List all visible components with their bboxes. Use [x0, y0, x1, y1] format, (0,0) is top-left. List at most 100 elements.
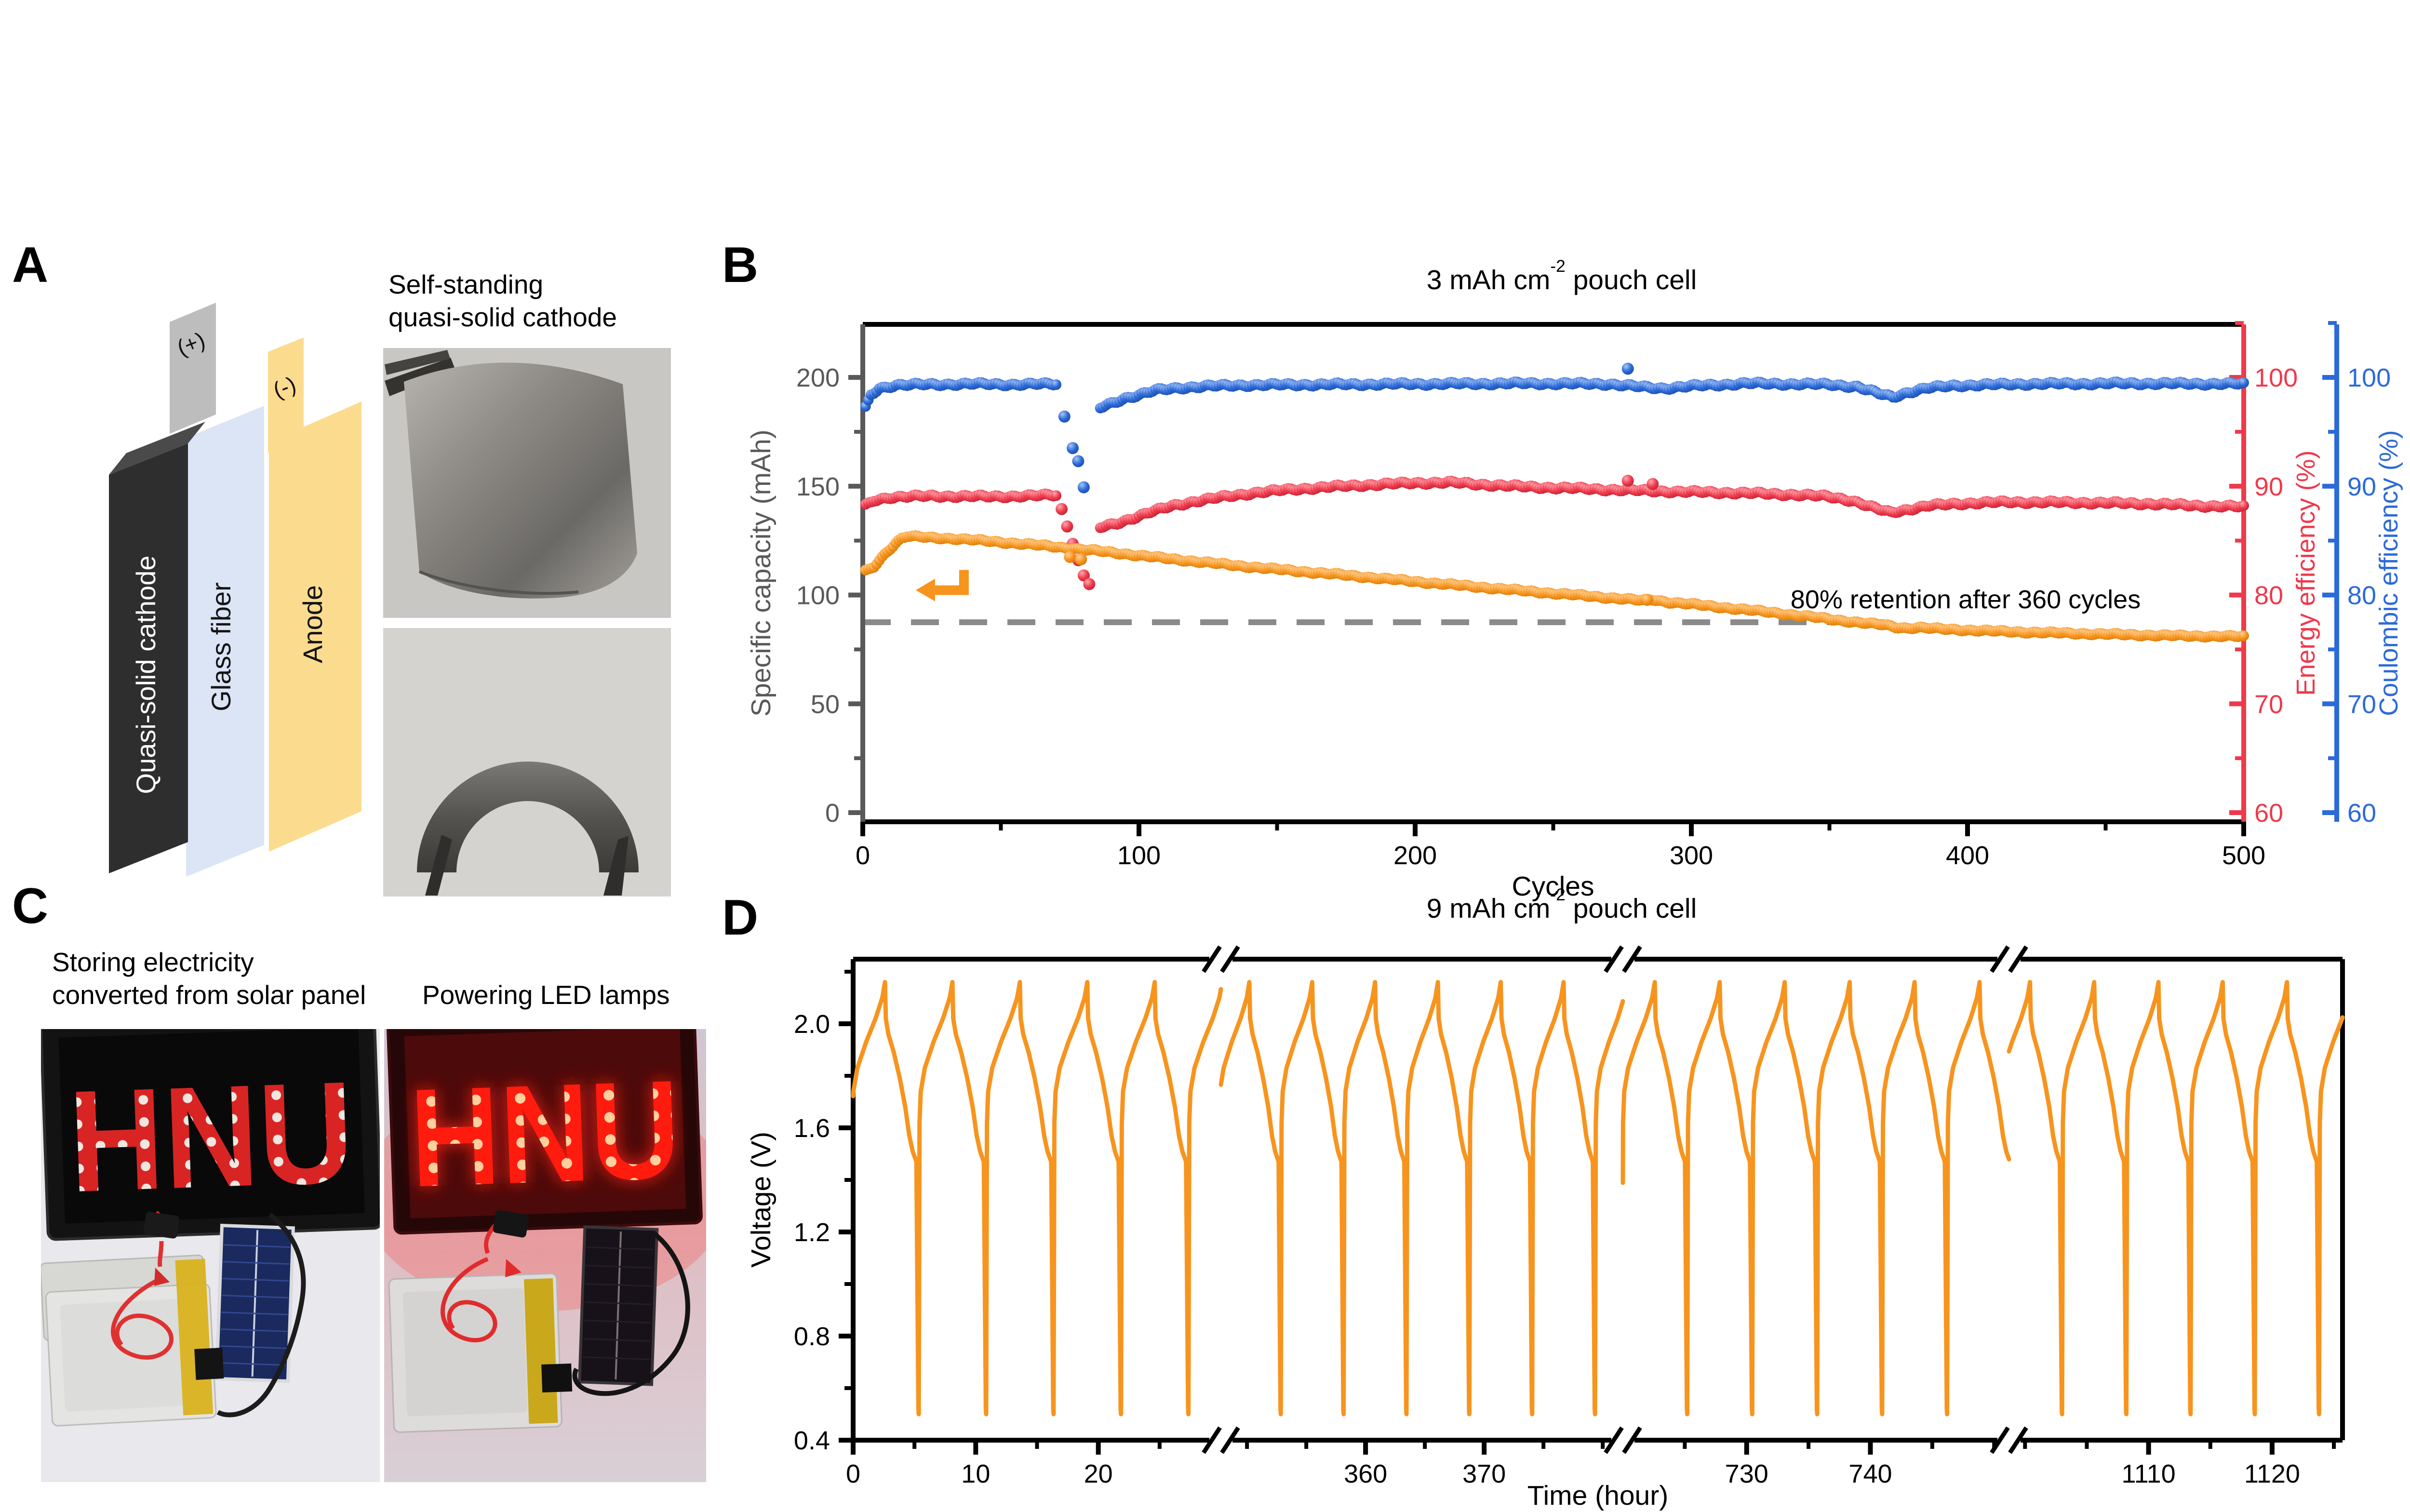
d-x-tick-label: 360	[1344, 1459, 1387, 1488]
kapton-tape	[523, 1278, 558, 1424]
d-y-tick-label: 0.4	[794, 1426, 830, 1455]
b-yleft-tick-label: 100	[796, 581, 840, 610]
d-x-tick-label: 730	[1725, 1459, 1768, 1488]
b-red-tick-label: 90	[2254, 472, 2283, 501]
panel-c-left-caption: Storing electricity converted from solar…	[52, 947, 366, 1010]
panel-d-chart-title: 9 mAh cm-2 pouch cell	[1426, 885, 1697, 924]
anode-layer-label: Anode	[297, 585, 328, 663]
wires	[441, 1210, 690, 1396]
led-powering-photo: HNU HNU	[384, 1029, 706, 1482]
b-outlier-point	[1621, 474, 1634, 487]
b-outlier-point	[1647, 478, 1659, 490]
d-x-tick-label: 0	[846, 1459, 860, 1488]
d-axis-break-icon	[1604, 1426, 1624, 1454]
b-x-tick-label: 400	[1946, 841, 1989, 870]
b-outlier-point	[1056, 503, 1068, 515]
b-left-axis-arrow-head	[915, 578, 935, 602]
solar-panel	[214, 1223, 295, 1383]
d-axis-break-icon	[1990, 945, 2010, 973]
b-red-tick-label: 70	[2254, 690, 2283, 719]
led-sign-text: HNU	[66, 1051, 356, 1222]
led-sign-off: HNU	[41, 1029, 380, 1241]
alligator-clip	[505, 1259, 522, 1277]
panel-b-chart-title: 3 mAh cm-2 pouch cell	[1426, 257, 1697, 295]
b-x-axis-title: Cycles	[1512, 871, 1594, 902]
positive-tab	[170, 303, 216, 434]
b-blue-tick-label: 60	[2347, 799, 2376, 828]
d-x-tick-label: 10	[961, 1459, 990, 1488]
negative-tab	[268, 337, 304, 453]
pouch-cells	[41, 1254, 224, 1427]
d-axis-break-icon	[1622, 1426, 1642, 1454]
b-x-tick-label: 0	[856, 841, 870, 870]
d-x-tick-label: 370	[1462, 1459, 1506, 1488]
b-outlier-point	[1064, 550, 1076, 563]
b-outlier-point	[1077, 569, 1090, 582]
panel-a-label: A	[12, 237, 49, 293]
alligator-clip	[154, 1268, 170, 1286]
b-data-point	[2238, 377, 2249, 388]
b-outlier-point	[1621, 362, 1634, 375]
glass-fiber-layer-label: Glass fiber	[206, 582, 236, 711]
tab-connector	[194, 1348, 224, 1380]
panel-b-chart: 0 50 100 150 200 0 100 200 300 400 500 60 70 80 90 100 6…	[746, 321, 2403, 902]
b-outlier-point	[1061, 520, 1073, 533]
panel-a-photo-caption: Self-standing quasi-solid cathode	[388, 269, 617, 332]
switch	[144, 1212, 179, 1239]
b-x-tick-label: 500	[2222, 841, 2265, 870]
d-axis-break-icon	[1220, 1426, 1240, 1454]
cathode-layer	[109, 443, 188, 873]
b-outlier-point	[1077, 481, 1090, 494]
d-axis-break-icon	[2008, 945, 2028, 973]
d-x-tick-label: 1120	[2244, 1459, 2300, 1488]
d-x-tick-label: 20	[1084, 1459, 1113, 1488]
b-red-tick-label: 60	[2254, 799, 2283, 828]
b-x-tick-label: 200	[1393, 841, 1437, 870]
b-x-tick-label: 100	[1117, 841, 1161, 870]
anode-layer	[269, 401, 362, 852]
switch	[493, 1210, 529, 1238]
b-data-point	[2238, 500, 2249, 511]
d-x-tick-label: 1110	[2122, 1459, 2176, 1488]
panel-a-schematic: (+) (-) Quasi-solid cathode Glass fiber …	[109, 303, 671, 896]
b-blue-tick-label: 90	[2347, 472, 2376, 501]
cathode-layer-label: Quasi-solid cathode	[131, 556, 161, 794]
solar-charging-photo: HNU	[41, 1029, 380, 1482]
d-y-axis-title: Voltage (V)	[746, 1132, 777, 1268]
d-voltage-curve-segment	[851, 980, 1223, 1417]
tab-connector	[541, 1363, 573, 1392]
b-outlier-point	[1072, 455, 1084, 468]
tweezers-icon	[603, 836, 629, 896]
wires	[111, 1211, 306, 1418]
b-blue-tick-label: 70	[2347, 690, 2376, 719]
b-yright-red-axis-title: Energy efficiency (%)	[2291, 450, 2320, 696]
b-yleft-tick-label: 150	[796, 472, 840, 501]
d-axis-break-icon	[1604, 945, 1624, 973]
b-blue-tick-label: 100	[2347, 363, 2391, 392]
b-x-tick-label: 300	[1670, 841, 1713, 870]
b-retention-annotation: 80% retention after 360 cycles	[1791, 585, 2141, 614]
d-y-tick-label: 1.2	[794, 1218, 830, 1247]
d-axis-break-icon	[1202, 945, 1222, 973]
panel-d-label: D	[722, 890, 759, 946]
svg-text:HNU: HNU	[407, 1051, 683, 1216]
led-sign-text: HNU	[407, 1051, 683, 1216]
d-axis-break-icon	[1220, 945, 1240, 973]
b-red-tick-label: 100	[2254, 363, 2298, 392]
panel-b-label: B	[722, 237, 759, 293]
b-outlier-point	[1058, 410, 1071, 423]
b-data-point	[1051, 490, 1062, 501]
d-voltage-curve-segment	[1620, 980, 2011, 1417]
d-x-axis-title: Time (hour)	[1527, 1480, 1668, 1511]
b-data-point	[2238, 630, 2249, 641]
d-y-tick-label: 2.0	[794, 1010, 830, 1039]
b-outlier-point	[1641, 593, 1653, 606]
d-voltage-curve-segment	[1218, 980, 1625, 1417]
pouch-cell	[388, 1272, 573, 1433]
b-yleft-axis-title: Specific capacity (mAh)	[746, 429, 777, 717]
b-yright-blue-axis-title: Coulombic efficiency (%)	[2374, 430, 2403, 716]
panel-d-chart: 0.4 0.8 1.2 1.6 2.0 0 10 20 360 370 730 740 1110 1120…	[746, 945, 2345, 1511]
b-data-point	[1051, 379, 1062, 390]
solar-panel	[578, 1225, 659, 1386]
